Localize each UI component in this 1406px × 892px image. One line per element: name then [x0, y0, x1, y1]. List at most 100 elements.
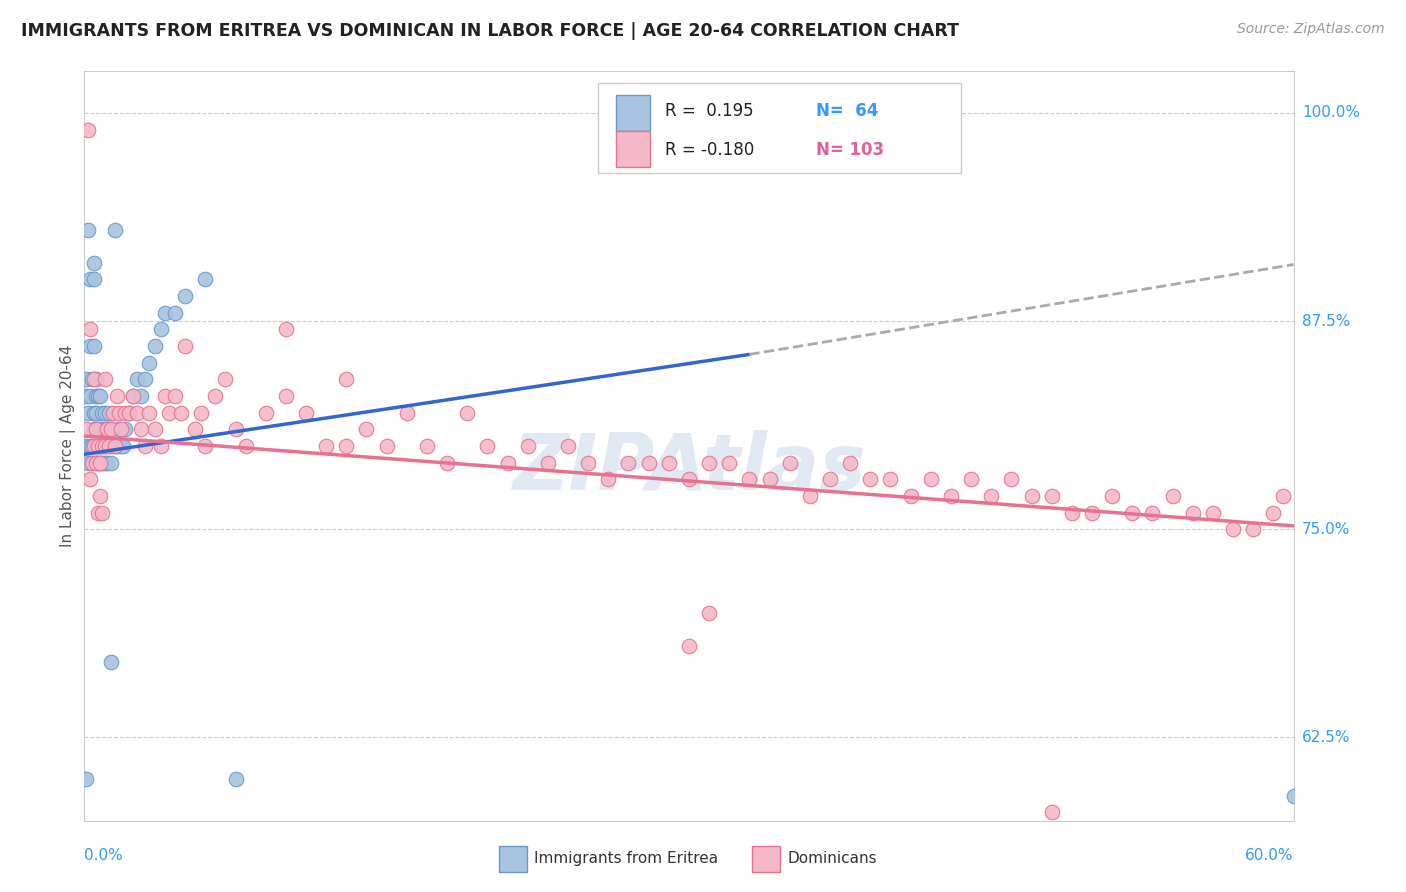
Point — [97, 439, 120, 453]
Point — [114, 422, 136, 436]
Point — [818, 472, 841, 486]
Point — [75, 422, 97, 436]
Point — [149, 439, 172, 453]
Point — [194, 272, 217, 286]
Text: 100.0%: 100.0% — [1302, 105, 1360, 120]
Point — [697, 606, 720, 620]
Point — [1142, 506, 1164, 520]
Point — [1040, 489, 1063, 503]
Point — [104, 222, 127, 236]
Point — [225, 772, 247, 786]
Point — [97, 439, 120, 453]
Point — [86, 406, 108, 420]
Point — [129, 422, 152, 436]
Point — [77, 456, 100, 470]
Point — [118, 406, 141, 420]
Point — [143, 422, 166, 436]
Point — [75, 372, 97, 386]
Point — [799, 489, 821, 503]
Point — [134, 439, 156, 453]
Point — [138, 356, 160, 370]
Point — [395, 406, 418, 420]
Point — [87, 439, 110, 453]
Point — [110, 439, 132, 453]
Point — [758, 472, 780, 486]
Point — [121, 389, 143, 403]
Text: IMMIGRANTS FROM ERITREA VS DOMINICAN IN LABOR FORCE | AGE 20-64 CORRELATION CHAR: IMMIGRANTS FROM ERITREA VS DOMINICAN IN … — [21, 22, 959, 40]
Point — [101, 406, 124, 420]
Point — [1040, 805, 1063, 820]
Point — [1181, 506, 1204, 520]
Point — [89, 456, 111, 470]
Point — [104, 439, 127, 453]
Point — [105, 389, 128, 403]
Point — [79, 439, 101, 453]
Point — [204, 389, 226, 403]
Point — [274, 389, 297, 403]
Point — [111, 439, 134, 453]
Point — [82, 439, 104, 453]
Point — [678, 639, 700, 653]
Y-axis label: In Labor Force | Age 20-64: In Labor Force | Age 20-64 — [60, 345, 76, 547]
Point — [79, 322, 101, 336]
Point — [79, 272, 101, 286]
Point — [153, 306, 176, 320]
Text: 62.5%: 62.5% — [1302, 730, 1350, 745]
Point — [165, 306, 187, 320]
Text: R =  0.195: R = 0.195 — [665, 102, 754, 120]
Point — [143, 339, 166, 353]
Point — [356, 422, 378, 436]
Text: Immigrants from Eritrea: Immigrants from Eritrea — [534, 852, 718, 866]
Point — [86, 439, 108, 453]
Point — [1202, 506, 1225, 520]
Point — [79, 339, 101, 353]
Point — [1121, 506, 1143, 520]
Point — [477, 439, 499, 453]
Point — [335, 372, 357, 386]
Point — [89, 456, 111, 470]
Text: N=  64: N= 64 — [815, 102, 879, 120]
Text: Source: ZipAtlas.com: Source: ZipAtlas.com — [1237, 22, 1385, 37]
Point — [86, 456, 108, 470]
Point — [1263, 506, 1285, 520]
Point — [153, 389, 176, 403]
Point — [86, 389, 108, 403]
Point — [79, 389, 101, 403]
Point — [678, 472, 700, 486]
Point — [93, 439, 115, 453]
Text: 0.0%: 0.0% — [84, 848, 124, 863]
Text: N= 103: N= 103 — [815, 141, 884, 159]
Point — [82, 372, 104, 386]
Point — [1081, 506, 1104, 520]
Text: ZIPAtlas: ZIPAtlas — [512, 431, 866, 507]
Point — [149, 322, 172, 336]
Point — [738, 472, 761, 486]
Point — [79, 472, 101, 486]
Point — [93, 439, 115, 453]
Point — [100, 422, 122, 436]
Point — [214, 372, 236, 386]
Point — [375, 439, 398, 453]
Point — [718, 456, 741, 470]
Point — [96, 422, 118, 436]
Point — [129, 389, 152, 403]
FancyBboxPatch shape — [616, 130, 650, 167]
Point — [125, 372, 148, 386]
Point — [77, 406, 100, 420]
FancyBboxPatch shape — [616, 95, 650, 131]
Point — [125, 406, 148, 420]
Point — [134, 372, 156, 386]
Text: Dominicans: Dominicans — [787, 852, 877, 866]
Point — [97, 406, 120, 420]
Point — [658, 456, 681, 470]
Point — [87, 389, 110, 403]
Point — [82, 456, 104, 470]
Point — [779, 456, 801, 470]
Point — [86, 422, 108, 436]
Point — [91, 439, 114, 453]
Point — [86, 456, 108, 470]
Point — [83, 422, 105, 436]
Point — [456, 406, 478, 420]
Point — [960, 472, 983, 486]
Point — [83, 339, 105, 353]
